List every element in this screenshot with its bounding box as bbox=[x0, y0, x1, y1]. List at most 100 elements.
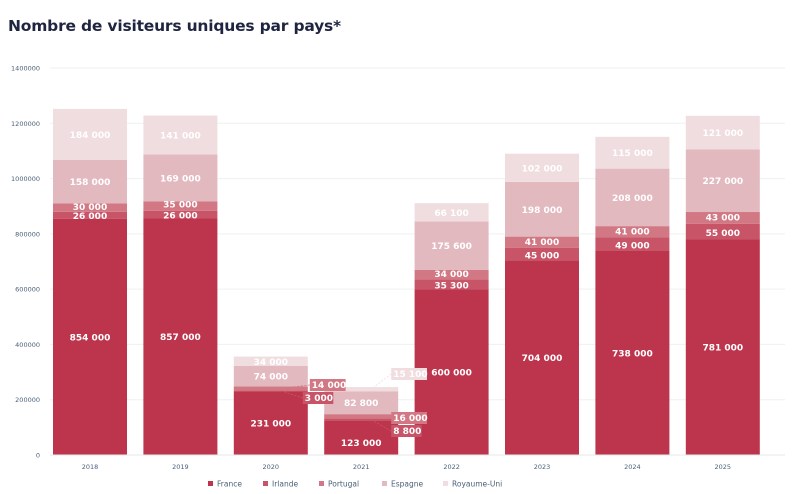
data-label: 30 000 bbox=[73, 203, 107, 213]
bar-segment-france bbox=[143, 218, 218, 455]
bar-segment-irlande bbox=[233, 390, 308, 392]
x-tick-label: 2023 bbox=[534, 463, 551, 471]
data-label: 26 000 bbox=[163, 211, 197, 221]
bar-segment-portugal bbox=[685, 212, 760, 224]
legend-swatch bbox=[319, 481, 324, 486]
x-tick-label: 2019 bbox=[172, 463, 189, 471]
bar-segment-irlande bbox=[143, 210, 218, 219]
bar-segment-irlande bbox=[685, 223, 760, 240]
data-label: 55 000 bbox=[706, 229, 740, 239]
bar-segment-royaume-uni bbox=[324, 387, 399, 392]
bar-segment-france bbox=[505, 260, 579, 455]
bar-segment-portugal bbox=[324, 414, 399, 419]
y-tick-label: 400000 bbox=[15, 341, 40, 349]
leader-line bbox=[280, 384, 310, 389]
data-label: 115 000 bbox=[612, 149, 653, 159]
data-label: 184 000 bbox=[70, 131, 111, 141]
bar-segment-royaume-uni bbox=[143, 115, 218, 155]
data-label: 208 000 bbox=[612, 194, 653, 204]
data-label: 738 000 bbox=[612, 349, 653, 359]
label-box bbox=[302, 392, 334, 404]
x-axis: 2018 2019 2020 2021 2022 2023 2024 2025 bbox=[50, 454, 785, 471]
bar-segment-france bbox=[53, 218, 127, 455]
legend-label: France bbox=[217, 480, 242, 489]
y-tick-label: 0 bbox=[36, 452, 40, 460]
legend-label: Espagne bbox=[391, 480, 424, 489]
data-label: 15 100 bbox=[393, 370, 427, 380]
bar-segment-royaume-uni bbox=[685, 115, 760, 150]
legend: France Irlande Portugal Espagne Royaume-Uni bbox=[208, 480, 502, 489]
legend-swatch bbox=[382, 481, 387, 486]
label-box bbox=[391, 412, 427, 424]
y-tick-label: 200000 bbox=[15, 396, 40, 404]
legend-swatch bbox=[208, 481, 213, 486]
data-label: 600 000 bbox=[431, 369, 472, 379]
bar-segment-espagne bbox=[685, 149, 760, 213]
data-label: 123 000 bbox=[341, 439, 382, 449]
data-label: 198 000 bbox=[522, 206, 563, 216]
data-label: 158 000 bbox=[70, 178, 111, 188]
bar-segment-royaume-uni bbox=[414, 203, 489, 222]
data-label: 16 000 bbox=[393, 414, 427, 424]
label-box bbox=[391, 425, 422, 437]
data-label: 857 000 bbox=[160, 333, 201, 343]
y-tick-label: 1400000 bbox=[11, 65, 40, 73]
y-tick-label: 1000000 bbox=[11, 175, 40, 183]
x-tick-label: 2022 bbox=[443, 463, 460, 471]
x-tick-label: 2018 bbox=[82, 463, 99, 471]
data-label: 121 000 bbox=[702, 129, 743, 139]
data-label: 35 300 bbox=[434, 282, 468, 292]
data-label: 231 000 bbox=[250, 420, 291, 430]
data-label: 74 000 bbox=[254, 373, 288, 383]
data-label: 8 800 bbox=[393, 427, 421, 437]
data-label: 43 000 bbox=[706, 213, 740, 223]
legend-label: Royaume-Uni bbox=[452, 480, 502, 489]
x-tick-label: 2021 bbox=[353, 463, 370, 471]
data-label: 704 000 bbox=[522, 354, 563, 364]
data-label: 781 000 bbox=[702, 344, 743, 354]
bar-segment-portugal bbox=[143, 201, 218, 211]
data-label: 227 000 bbox=[702, 177, 743, 187]
bar-segment-irlande bbox=[505, 247, 579, 261]
bar-segment-portugal bbox=[53, 203, 127, 212]
data-label: 34 000 bbox=[254, 358, 288, 368]
data-label: 102 000 bbox=[522, 164, 563, 174]
bar-segment-espagne bbox=[233, 365, 308, 387]
bar-segment-espagne bbox=[414, 221, 489, 270]
data-label: 854 000 bbox=[70, 333, 111, 343]
bar-segment-france bbox=[595, 250, 670, 455]
chart-title: Nombre de visiteurs uniques par pays* bbox=[8, 17, 341, 35]
data-label: 41 000 bbox=[615, 227, 649, 237]
bar-segment-espagne bbox=[324, 391, 399, 415]
bar-segment-france bbox=[324, 420, 399, 455]
bar-segment-portugal bbox=[505, 236, 579, 248]
data-label: 26 000 bbox=[73, 212, 107, 222]
bar-segment-portugal bbox=[233, 386, 308, 391]
bar-segment-portugal bbox=[595, 226, 670, 238]
data-label: 45 000 bbox=[525, 252, 559, 262]
y-tick-label: 800000 bbox=[15, 230, 40, 238]
bar-segment-irlande bbox=[324, 418, 399, 421]
legend-label: Irlande bbox=[272, 480, 298, 489]
data-label: 35 000 bbox=[163, 201, 197, 211]
bar-segment-portugal bbox=[414, 269, 489, 280]
leader-line bbox=[370, 373, 392, 390]
label-box bbox=[391, 368, 427, 380]
bar-segment-royaume-uni bbox=[595, 136, 670, 169]
leader-line bbox=[280, 390, 303, 399]
x-tick-label: 2020 bbox=[263, 463, 280, 471]
x-tick-label: 2025 bbox=[715, 463, 732, 471]
bar-segment-espagne bbox=[595, 168, 670, 227]
bars bbox=[53, 108, 760, 455]
bar-segment-royaume-uni bbox=[505, 153, 579, 182]
data-label: 14 000 bbox=[312, 381, 346, 391]
data-label: 3 000 bbox=[305, 394, 333, 404]
leader-line bbox=[371, 419, 392, 432]
y-tick-label: 1200000 bbox=[11, 120, 40, 128]
bar-segment-espagne bbox=[53, 159, 127, 204]
legend-swatch bbox=[263, 481, 268, 486]
data-label: 49 000 bbox=[615, 242, 649, 252]
data-label: 34 000 bbox=[434, 270, 468, 280]
